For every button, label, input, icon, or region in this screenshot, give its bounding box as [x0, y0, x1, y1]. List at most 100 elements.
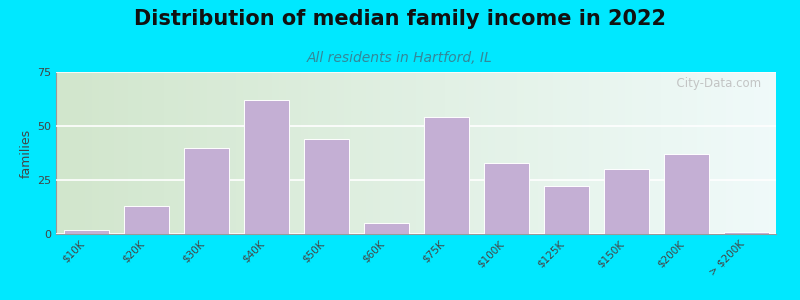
Bar [567, 72, 574, 234]
Bar [697, 72, 704, 234]
Bar [682, 72, 690, 234]
Bar [315, 72, 322, 234]
Bar [70, 72, 78, 234]
Bar [661, 72, 668, 234]
Bar [704, 72, 711, 234]
Bar [445, 72, 452, 234]
Bar [769, 72, 776, 234]
Bar [543, 187, 589, 234]
Bar [510, 72, 517, 234]
Bar [452, 72, 459, 234]
Bar [330, 72, 337, 234]
Bar [243, 72, 250, 234]
Bar [114, 72, 121, 234]
Bar [394, 72, 402, 234]
Bar [502, 72, 510, 234]
Bar [63, 72, 70, 234]
Bar [733, 72, 740, 234]
Bar [560, 72, 567, 234]
Bar [754, 72, 762, 234]
Bar [430, 72, 438, 234]
Bar [250, 72, 258, 234]
Bar [747, 72, 754, 234]
Bar [186, 72, 193, 234]
Bar [243, 100, 289, 234]
Bar [517, 72, 524, 234]
Bar [740, 72, 747, 234]
Bar [178, 72, 186, 234]
Bar [481, 72, 488, 234]
Text: City-Data.com: City-Data.com [670, 77, 762, 90]
Bar [279, 72, 286, 234]
Bar [207, 72, 214, 234]
Bar [236, 72, 243, 234]
Bar [423, 72, 430, 234]
Bar [718, 72, 726, 234]
Bar [123, 206, 169, 234]
Bar [639, 72, 646, 234]
Bar [538, 72, 546, 234]
Bar [337, 72, 344, 234]
Bar [286, 72, 294, 234]
Bar [663, 154, 709, 234]
Bar [308, 72, 315, 234]
Bar [553, 72, 560, 234]
Bar [618, 72, 625, 234]
Bar [106, 72, 114, 234]
Bar [128, 72, 135, 234]
Bar [690, 72, 697, 234]
Bar [726, 72, 733, 234]
Bar [654, 72, 661, 234]
Bar [495, 72, 502, 234]
Bar [92, 72, 99, 234]
Bar [524, 72, 531, 234]
Text: All residents in Hartford, IL: All residents in Hartford, IL [307, 51, 493, 65]
Bar [380, 72, 387, 234]
Bar [157, 72, 164, 234]
Bar [150, 72, 157, 234]
Bar [459, 72, 466, 234]
Bar [423, 117, 469, 234]
Bar [366, 72, 373, 234]
Bar [363, 223, 409, 234]
Bar [531, 72, 538, 234]
Bar [402, 72, 409, 234]
Bar [582, 72, 589, 234]
Y-axis label: families: families [20, 128, 33, 178]
Bar [121, 72, 128, 234]
Bar [303, 139, 349, 234]
Bar [200, 72, 207, 234]
Bar [78, 72, 85, 234]
Bar [272, 72, 279, 234]
Bar [574, 72, 582, 234]
Bar [632, 72, 639, 234]
Bar [135, 72, 142, 234]
Text: Distribution of median family income in 2022: Distribution of median family income in … [134, 9, 666, 29]
Bar [723, 232, 769, 234]
Bar [603, 72, 610, 234]
Bar [483, 163, 529, 234]
Bar [675, 72, 682, 234]
Bar [596, 72, 603, 234]
Bar [416, 72, 423, 234]
Bar [603, 169, 649, 234]
Bar [358, 72, 366, 234]
Bar [438, 72, 445, 234]
Bar [344, 72, 351, 234]
Bar [646, 72, 654, 234]
Bar [351, 72, 358, 234]
Bar [183, 148, 229, 234]
Bar [387, 72, 394, 234]
Bar [193, 72, 200, 234]
Bar [164, 72, 171, 234]
Bar [711, 72, 718, 234]
Bar [466, 72, 474, 234]
Bar [488, 72, 495, 234]
Bar [668, 72, 675, 234]
Bar [142, 72, 150, 234]
Bar [373, 72, 380, 234]
Bar [625, 72, 632, 234]
Bar [258, 72, 265, 234]
Bar [56, 72, 63, 234]
Bar [171, 72, 178, 234]
